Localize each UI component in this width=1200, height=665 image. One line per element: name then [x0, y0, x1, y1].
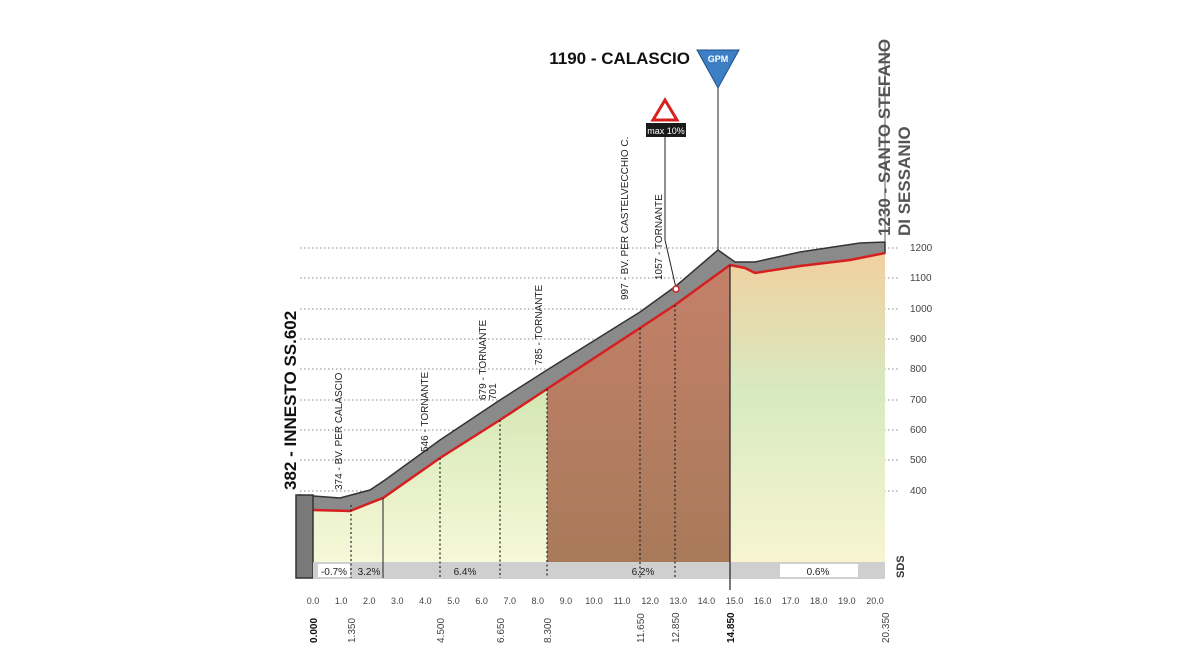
max-grade-pointer: [664, 137, 677, 289]
km-tick: 16.0: [754, 596, 772, 606]
distance-mark: 12.850: [671, 612, 682, 643]
waypoint-label: 997 - BV. PER CASTELVECCHIO C.: [620, 137, 631, 300]
altitude-tick: 1100: [910, 273, 932, 284]
gradient-band: [313, 562, 885, 579]
km-tick: 20.0: [866, 596, 884, 606]
max-grade-box: [646, 123, 686, 137]
altitude-tick: 900: [910, 334, 927, 345]
km-tick: 11.0: [614, 596, 631, 606]
km-tick: 0.0: [307, 596, 320, 606]
km-tick: 3.0: [391, 596, 404, 606]
km-tick: 12.0: [641, 596, 659, 606]
profile-fill-right: [730, 253, 885, 562]
distance-mark: 11.650: [636, 613, 647, 643]
km-tick: 8.0: [532, 596, 545, 606]
start-wall: [295, 494, 314, 579]
finish-label: DI SESSANIO: [895, 126, 914, 236]
waypoint-label: 701: [488, 383, 499, 400]
gradient-label: 0.6%: [807, 567, 830, 578]
km-tick: 14.0: [698, 596, 716, 606]
waypoint-label: 785 - TORNANTE: [534, 284, 545, 365]
waypoint-label: 679 - TORNANTE: [478, 319, 489, 400]
distance-mark: 4.500: [436, 618, 447, 643]
gradient-label: -0.7%: [321, 567, 347, 578]
km-tick: 7.0: [503, 596, 516, 606]
km-tick: 13.0: [670, 596, 688, 606]
waypoint-label: 546 - TORNANTE: [420, 371, 431, 452]
distance-mark: 0.000: [309, 618, 320, 643]
altitude-tick: 400: [910, 486, 927, 497]
distance-mark: 8.300: [543, 618, 554, 643]
km-tick: 2.0: [363, 596, 376, 606]
altitude-tick: 800: [910, 364, 927, 375]
distance-mark: 1.350: [347, 618, 358, 643]
km-tick: 15.0: [726, 596, 744, 606]
max-grade-label: max 10%: [647, 126, 685, 136]
gpm-triangle: [696, 49, 740, 90]
sds-label: SDS: [895, 555, 907, 578]
altitude-tick: 1200: [910, 243, 933, 254]
distance-mark: 14.850: [726, 612, 737, 643]
km-tick: 10.0: [585, 596, 603, 606]
altitude-tick: 500: [910, 455, 927, 466]
km-tick: 5.0: [447, 596, 460, 606]
marker-lines: [350, 40, 886, 590]
altitude-tick: 600: [910, 425, 927, 436]
gradient-label: 6.4%: [454, 567, 477, 578]
km-tick: 9.0: [560, 596, 573, 606]
gradient-label: 6.2%: [632, 567, 655, 578]
altitude-tick: 700: [910, 395, 927, 406]
distance-mark: 6.650: [496, 618, 507, 643]
start-label: 382 - INNESTO SS.602: [281, 311, 300, 490]
waypoint-label: 374 - BV. PER CALASCIO: [334, 372, 345, 490]
km-tick: 19.0: [838, 596, 856, 606]
max-grade-point: [672, 285, 680, 293]
km-tick: 1.0: [335, 596, 348, 606]
gradient-box: [780, 564, 858, 577]
gradient-box: [318, 564, 350, 577]
waypoint-label: 1057 - TORNANTE: [654, 194, 665, 280]
km-tick: 18.0: [810, 596, 828, 606]
warning-sign: [650, 97, 680, 122]
distance-mark: 20.350: [881, 612, 892, 643]
profile-fill-left: [313, 389, 547, 562]
altitude-tick: 1000: [910, 304, 933, 315]
finish-label: 1230 - SANTO STEFANO: [875, 39, 894, 236]
km-tick: 4.0: [419, 596, 432, 606]
gpm-label: GPM: [708, 54, 729, 64]
climb-label: 1190 - CALASCIO: [549, 49, 690, 68]
gradient-label: 3.2%: [358, 567, 381, 578]
km-tick: 6.0: [475, 596, 488, 606]
profile-fill-mid: [547, 265, 730, 562]
km-tick: 17.0: [782, 596, 800, 606]
km-ticks: 0.0 1.0 2.0 3.0 4.0 5.0 6.0 7.0 8.0 9.0 10.0 11.0 12…: [307, 596, 884, 606]
